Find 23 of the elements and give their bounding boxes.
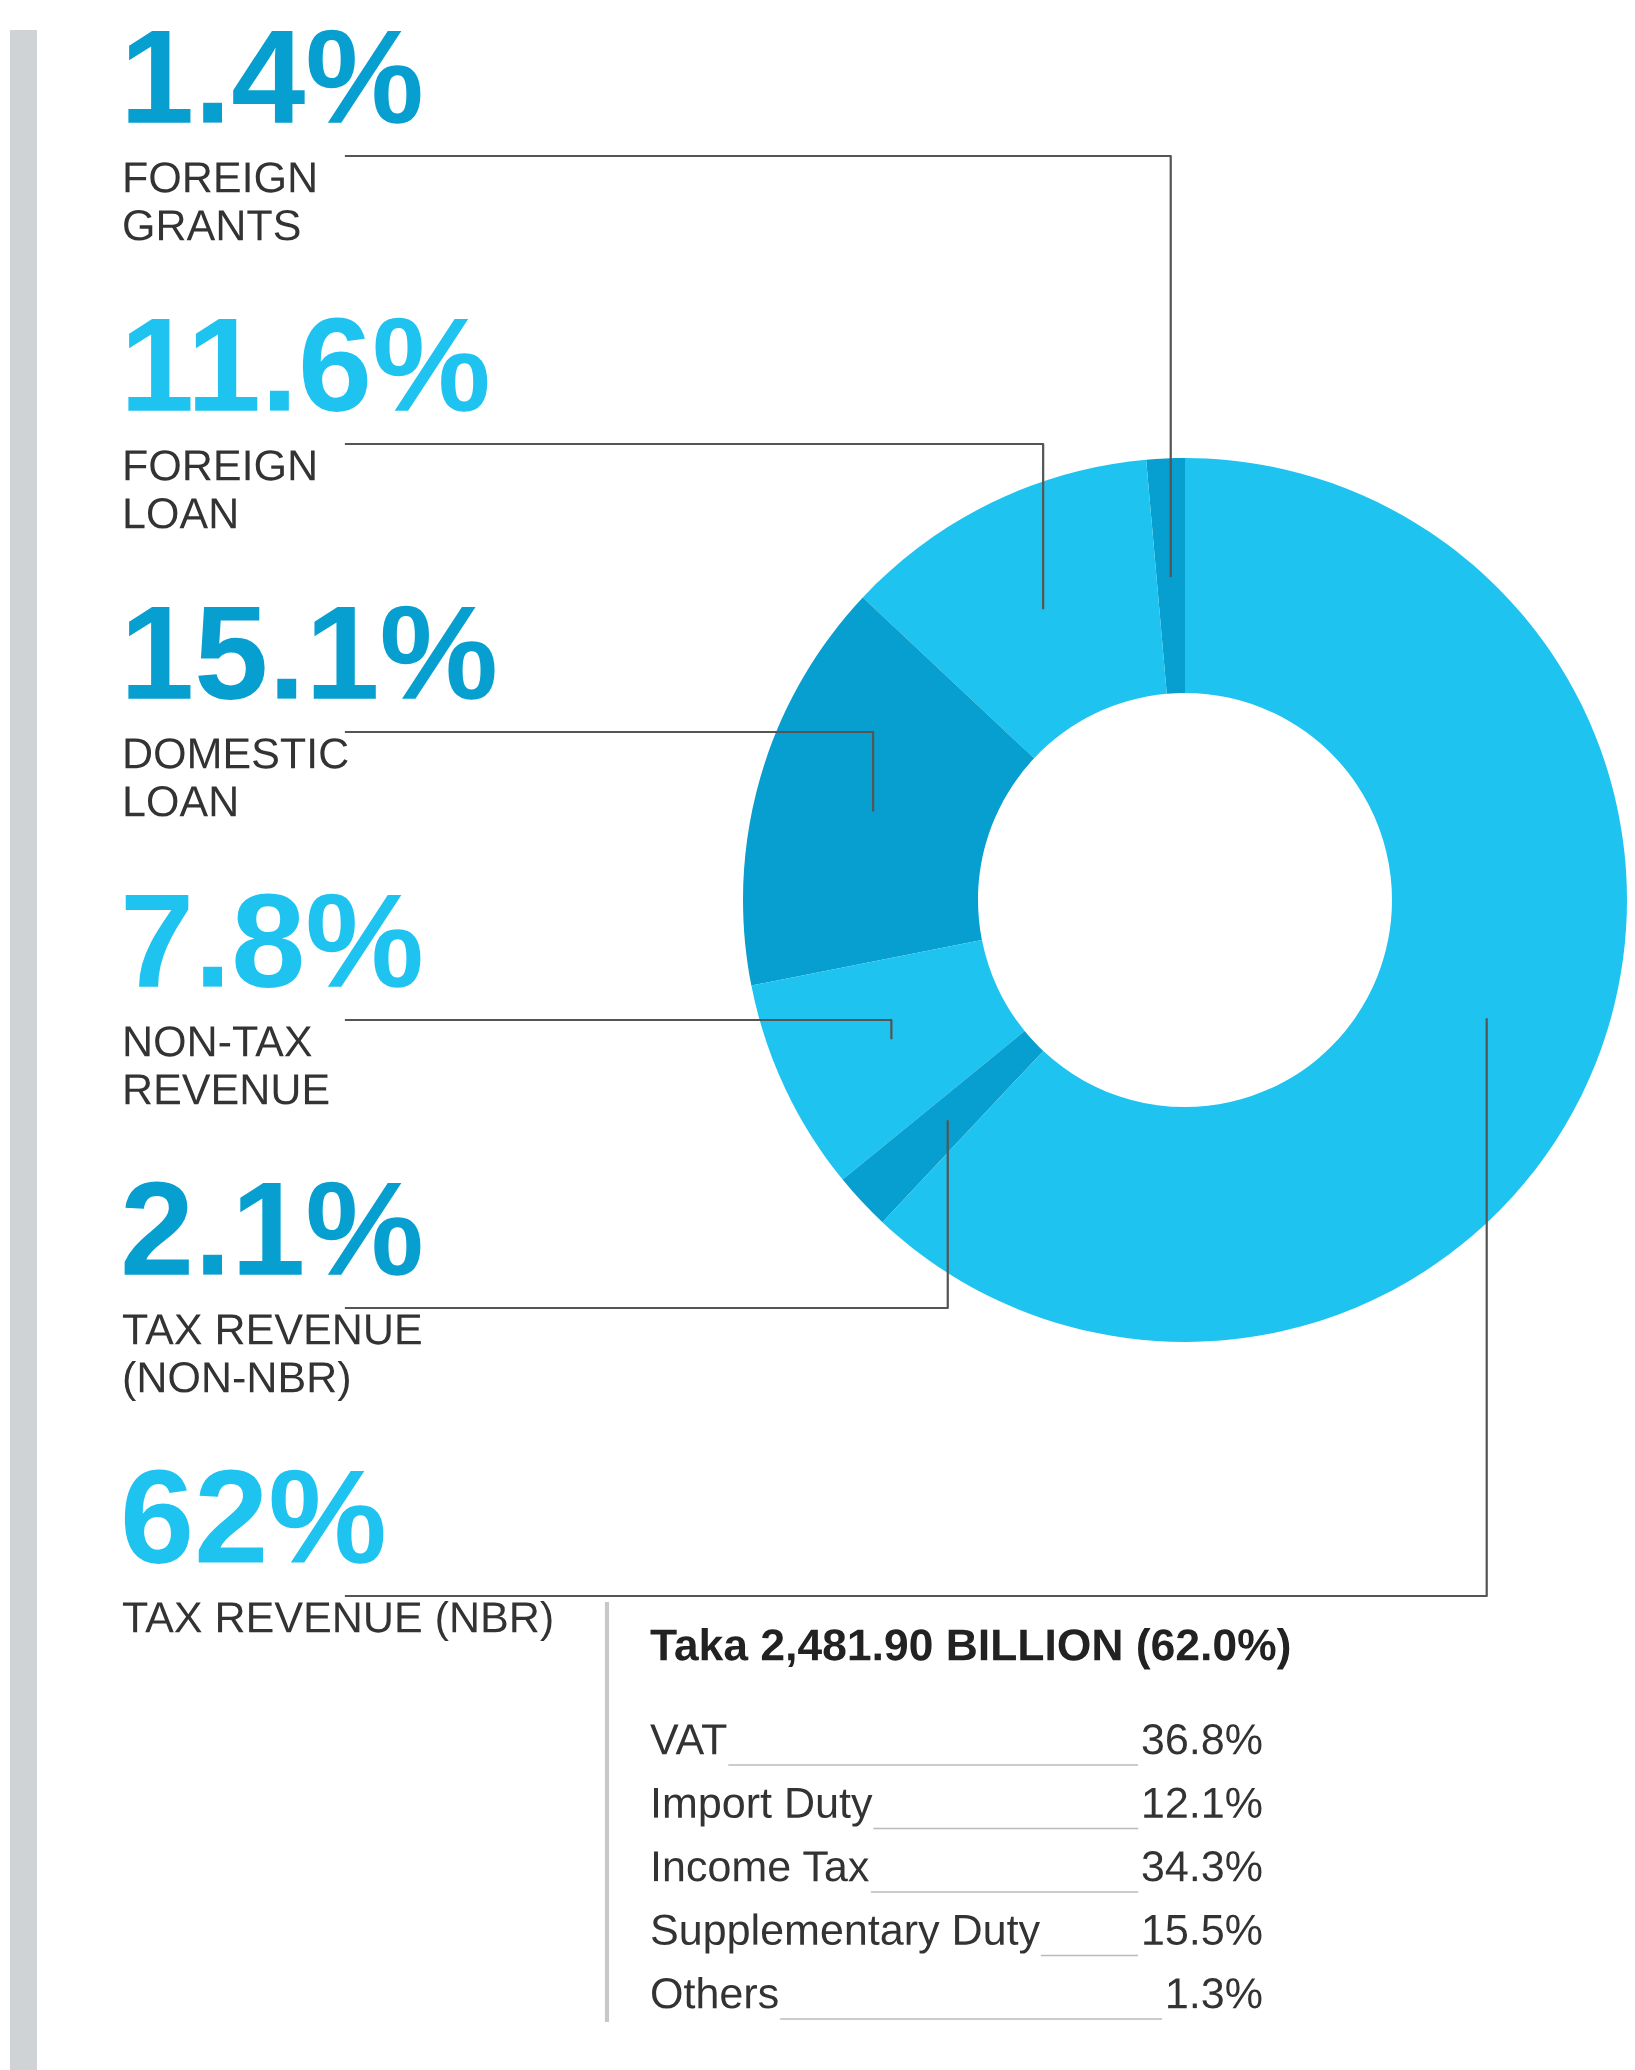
data-label: 34.3% [1142, 1851, 1262, 1882]
data-label: 15.5% [1144, 1914, 1262, 1946]
category-label: Others [652, 1976, 778, 2009]
data-label: 7.8% [125, 893, 421, 988]
category-label: Supplementary Duty [651, 1913, 1041, 1954]
data-label: 12.1% [1144, 1787, 1262, 1818]
slice-label: TAX REVENUE (NBR) [122, 1601, 552, 1642]
data-label: 15.1% [128, 605, 495, 700]
data-label: 2.1% [124, 1181, 421, 1276]
slice-label: FOREIGN LOAN [125, 450, 315, 529]
data-label: 36.8% [1142, 1724, 1262, 1755]
data-label: 11.6% [128, 317, 488, 412]
slice-label: FOREIGN GRANTS [124, 162, 315, 241]
data-label: 1.4% [128, 29, 421, 124]
slice-label: DOMESTIC LOAN [125, 738, 348, 817]
slice-label: NON-TAX REVENUE [125, 1026, 329, 1105]
slice-label: TAX REVENUE (NON-NBR) [122, 1314, 421, 1402]
data-label: 62% [124, 1469, 384, 1564]
data-label: 1.3% [1168, 1978, 1262, 2009]
category-label: Import Duty [653, 1788, 873, 1827]
text: Taka 2,481.90 BILLION (62.0%) [650, 1628, 1290, 1670]
category-label: Income Tax [653, 1851, 869, 1882]
category-label: VAT [650, 1724, 727, 1755]
